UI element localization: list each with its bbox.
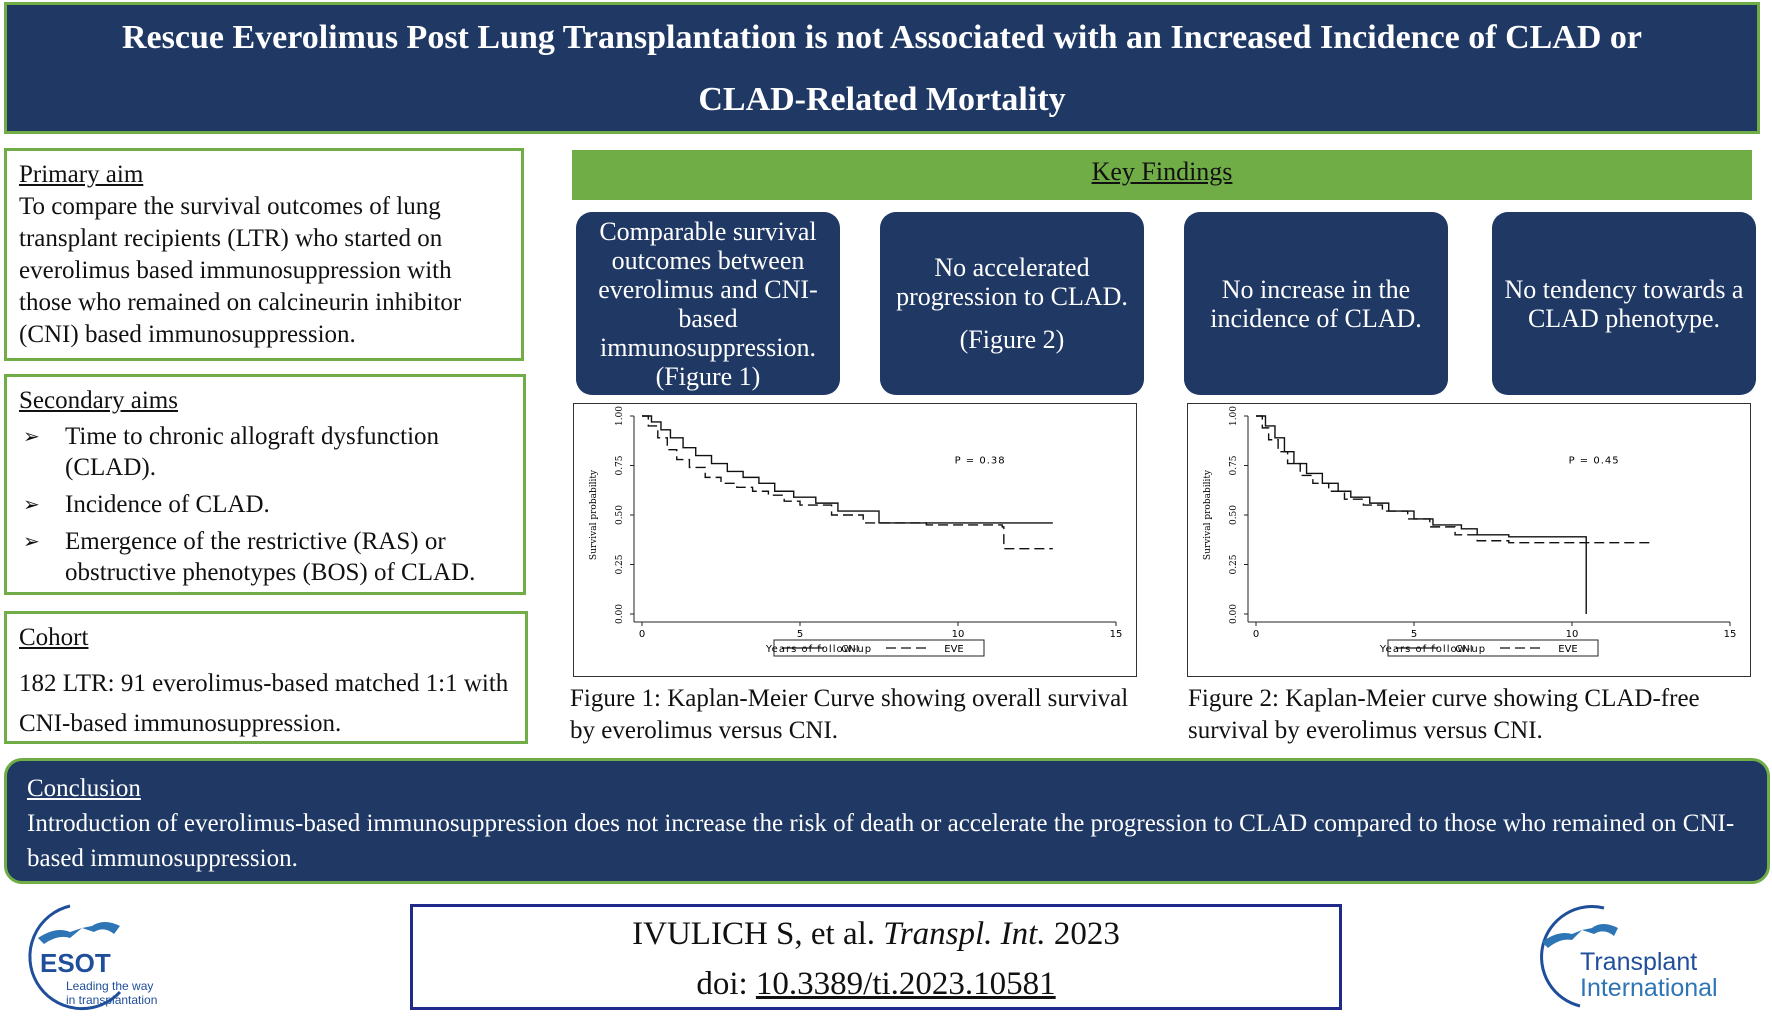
legend-label-cni: CNI xyxy=(1455,644,1472,655)
primary-aim-heading: Primary aim xyxy=(19,161,144,188)
esot-logo: ESOT Leading the way in transplantation xyxy=(28,904,157,1011)
series-eve-line xyxy=(642,415,1053,550)
y-tick-label: 0.25 xyxy=(615,554,625,574)
kaplan-meier-chart-2: 0.00 0.25 0.50 0.75 1.00 Survival probability… xyxy=(1187,403,1751,677)
conclusion-text: Introduction of everolimus-based immunos… xyxy=(27,810,1735,872)
y-tick-label: 0.00 xyxy=(1229,604,1239,624)
y-tick-label: 0.50 xyxy=(1229,505,1239,525)
km-chart-2-svg: 0.00 0.25 0.50 0.75 1.00 Survival probability… xyxy=(1203,406,1737,657)
ti-hand-left-icon xyxy=(1542,930,1582,948)
legend-box xyxy=(773,639,985,657)
ti-hand-right-icon xyxy=(1582,924,1618,936)
ti-arc-icon xyxy=(1540,905,1605,1008)
y-tick-label: 1.00 xyxy=(615,406,625,426)
arrow-bullet-icon: ➢ xyxy=(23,492,40,516)
secondary-aims-list: ➢ Time to chronic allograft dysfunction (… xyxy=(19,421,511,588)
km-chart-1-svg: 0.00 0.25 0.50 0.75 1.00 Survival probability… xyxy=(589,406,1123,657)
p-value-annotation: P = 0.45 xyxy=(1569,456,1620,467)
series-cni-line xyxy=(642,415,1053,524)
x-tick-label: 0 xyxy=(639,629,645,640)
x-tick-label: 10 xyxy=(1566,629,1579,640)
transplant-international-logo: Transplant International xyxy=(1540,905,1718,1008)
citation-authors: IVULICH S, et al. xyxy=(632,916,876,952)
y-tick-label: 0.75 xyxy=(615,455,625,475)
legend-label-cni: CNI xyxy=(841,644,858,655)
kaplan-meier-chart-1: 0.00 0.25 0.50 0.75 1.00 Survival probability… xyxy=(573,403,1137,677)
ti-line-2: International xyxy=(1580,974,1718,1002)
esot-arc-icon xyxy=(28,904,122,1011)
citation-line-2: doi: 10.3389/ti.2023.10581 xyxy=(413,959,1339,1009)
y-tick-label: 0.75 xyxy=(1229,455,1239,475)
x-tick-label: 5 xyxy=(797,629,803,640)
arrow-bullet-icon: ➢ xyxy=(23,424,40,448)
list-item: ➢ Incidence of CLAD. xyxy=(23,491,270,518)
x-axis-label: Years of follow-up xyxy=(1379,644,1486,655)
x-tick-label: 5 xyxy=(1411,629,1417,640)
figure-2-caption: Figure 2: Kaplan-Meier curve showing CLA… xyxy=(1188,685,1700,744)
series-eve-line xyxy=(1256,415,1651,544)
x-tick-label: 15 xyxy=(1110,629,1123,640)
citation-year: 2023 xyxy=(1053,916,1120,952)
poster-title: Rescue Everolimus Post Lung Transplantat… xyxy=(4,2,1760,134)
figure-1-caption: Figure 1: Kaplan-Meier Curve showing ove… xyxy=(570,685,1129,744)
cohort-box: Cohort 182 LTR: 91 everolimus-based matc… xyxy=(4,611,528,744)
key-findings-bar: Key Findings xyxy=(572,150,1752,200)
finding-card-3: No increase in the incidence of CLAD. xyxy=(1184,212,1448,395)
x-tick-label: 15 xyxy=(1724,629,1737,640)
legend-label-eve: EVE xyxy=(1558,644,1577,655)
finding-card-4: No tendency towards a CLAD phenotype. xyxy=(1492,212,1756,395)
finding-card-2: No accelerated progression to CLAD. (Figu… xyxy=(880,212,1144,395)
citation-journal: Transpl. Int. xyxy=(883,916,1046,952)
ti-line-1: Transplant xyxy=(1580,948,1697,976)
list-item: ➢ Emergence of the restrictive (RAS) or o… xyxy=(23,528,476,586)
p-value-annotation: P = 0.38 xyxy=(955,456,1006,467)
list-item: ➢ Time to chronic allograft dysfunction (… xyxy=(23,423,440,481)
title-line-2: CLAD-Related Mortality xyxy=(698,81,1066,118)
km-chart-2-group: 0.00 0.25 0.50 0.75 1.00 Survival probability… xyxy=(1203,406,1737,657)
cohort-text: 182 LTR: 91 everolimus-based matched 1:1… xyxy=(19,670,509,737)
y-axis-label: Survival probability xyxy=(1203,469,1213,560)
citation-line-1: IVULICH S, et al. Transpl. Int. 2023 xyxy=(413,909,1339,959)
hand-right-icon xyxy=(82,922,120,934)
series-cni-line xyxy=(1256,415,1587,614)
y-tick-label: 0.50 xyxy=(615,505,625,525)
doi-link[interactable]: 10.3389/ti.2023.10581 xyxy=(755,966,1056,1002)
y-axis-label: Survival probability xyxy=(589,469,599,560)
arrow-bullet-icon: ➢ xyxy=(23,529,40,553)
hand-left-icon xyxy=(38,928,82,944)
esot-tagline-2: in transplantation xyxy=(66,993,157,1007)
x-tick-label: 10 xyxy=(952,629,965,640)
conclusion-box: Conclusion Introduction of everolimus-ba… xyxy=(4,758,1770,884)
esot-tagline-1: Leading the way xyxy=(66,979,153,993)
y-tick-label: 0.25 xyxy=(1229,554,1239,574)
x-tick-label: 0 xyxy=(1253,629,1259,640)
conclusion-heading: Conclusion xyxy=(27,775,141,802)
y-tick-label: 1.00 xyxy=(1229,406,1239,426)
km-chart-1-group: 0.00 0.25 0.50 0.75 1.00 Survival probability… xyxy=(589,406,1123,657)
finding-card-1: Comparable survival outcomes between eve… xyxy=(576,212,840,395)
key-findings-heading: Key Findings xyxy=(1091,157,1233,186)
title-line-1: Rescue Everolimus Post Lung Transplantat… xyxy=(121,19,1643,56)
legend-box xyxy=(1387,639,1599,657)
y-tick-label: 0.00 xyxy=(615,604,625,624)
primary-aim-box: Primary aim To compare the survival outc… xyxy=(4,148,524,361)
citation-box: IVULICH S, et al. Transpl. Int. 2023 doi… xyxy=(410,904,1342,1010)
doi-label: doi: xyxy=(696,966,748,1002)
secondary-aims-box: Secondary aims ➢ Time to chronic allograf… xyxy=(4,374,526,595)
x-axis-label: Years of follow-up xyxy=(765,644,872,655)
primary-aim-text: To compare the survival outcomes of lung… xyxy=(19,193,462,348)
secondary-aims-heading: Secondary aims xyxy=(19,387,178,414)
cohort-heading: Cohort xyxy=(19,624,89,651)
legend-label-eve: EVE xyxy=(944,644,963,655)
esot-name: ESOT xyxy=(40,948,111,978)
